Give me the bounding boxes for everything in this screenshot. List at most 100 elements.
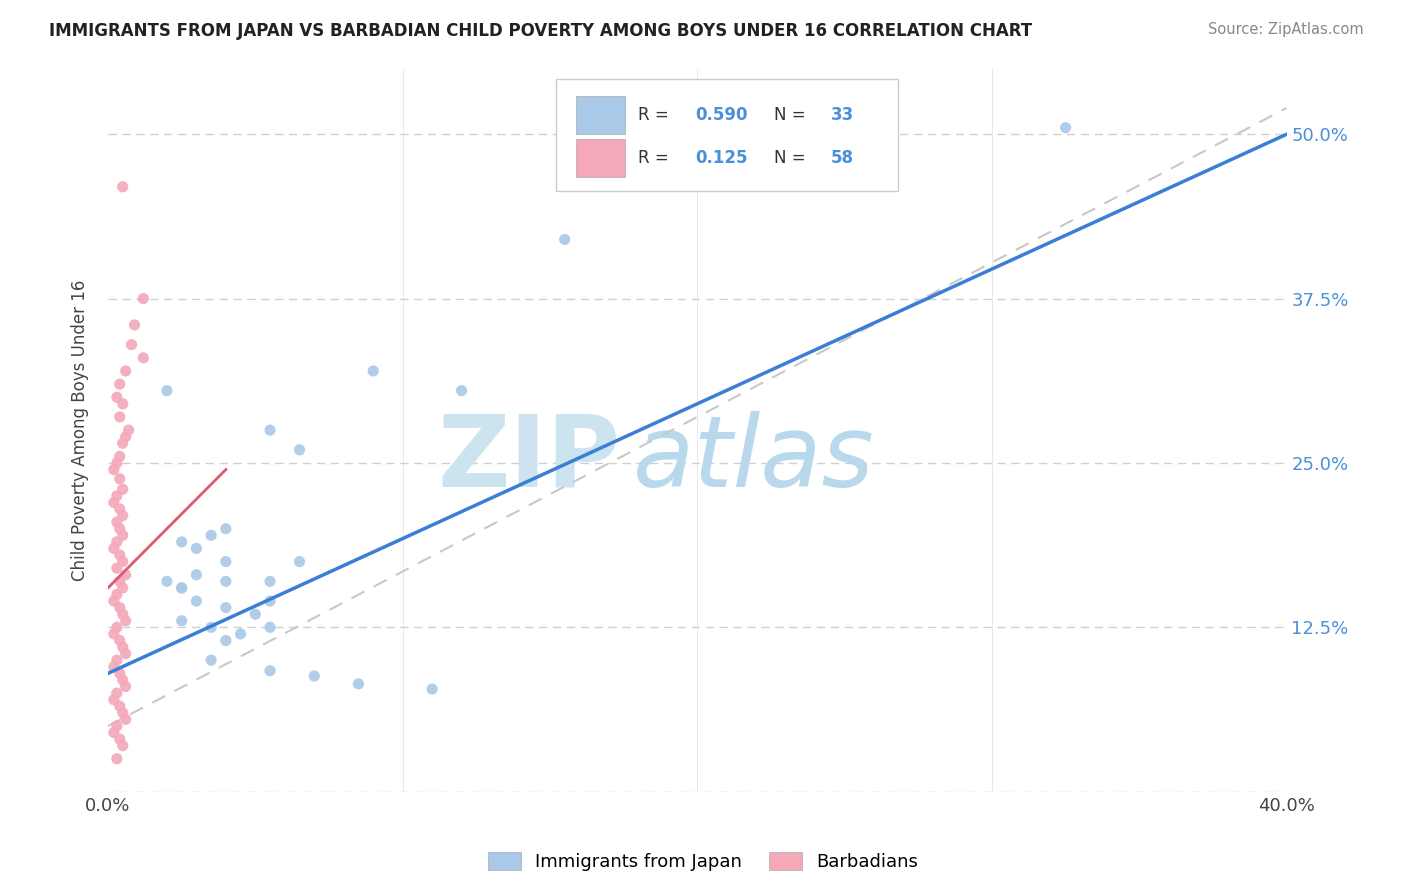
Text: atlas: atlas xyxy=(633,410,875,508)
Point xyxy=(108,732,131,747)
Point xyxy=(132,292,155,306)
Point xyxy=(105,686,128,700)
Point xyxy=(105,456,128,470)
Point xyxy=(105,489,128,503)
Text: N =: N = xyxy=(773,106,811,124)
Point xyxy=(108,548,131,562)
Point xyxy=(170,534,193,549)
FancyBboxPatch shape xyxy=(576,139,626,177)
Point xyxy=(186,567,208,582)
Point xyxy=(108,600,131,615)
Point xyxy=(105,620,128,634)
Point xyxy=(114,614,136,628)
Point xyxy=(121,337,143,351)
Point xyxy=(111,706,134,720)
Text: 33: 33 xyxy=(831,106,853,124)
Text: R =: R = xyxy=(638,106,675,124)
Point xyxy=(108,409,131,424)
Text: N =: N = xyxy=(773,149,811,167)
Point xyxy=(259,594,281,608)
Point xyxy=(111,640,134,654)
Point xyxy=(114,712,136,726)
Point xyxy=(108,377,131,392)
Point xyxy=(259,574,281,589)
Point xyxy=(108,699,131,714)
Point xyxy=(304,669,326,683)
Point xyxy=(108,666,131,681)
Point xyxy=(114,567,136,582)
Point xyxy=(111,179,134,194)
Point xyxy=(170,614,193,628)
Point xyxy=(245,607,267,622)
Point xyxy=(111,483,134,497)
Point xyxy=(103,660,125,674)
Point xyxy=(105,534,128,549)
Point xyxy=(114,680,136,694)
Point xyxy=(114,430,136,444)
Point xyxy=(200,528,222,542)
Point xyxy=(108,502,131,516)
Point xyxy=(186,541,208,556)
Y-axis label: Child Poverty Among Boys Under 16: Child Poverty Among Boys Under 16 xyxy=(72,279,89,581)
Point xyxy=(105,390,128,404)
Point xyxy=(111,508,134,523)
Point xyxy=(105,561,128,575)
Point xyxy=(103,692,125,706)
Text: 58: 58 xyxy=(831,149,853,167)
Point xyxy=(111,397,134,411)
Point xyxy=(111,673,134,687)
Point xyxy=(420,682,443,697)
Point xyxy=(200,653,222,667)
Point xyxy=(215,600,238,615)
Point xyxy=(215,522,238,536)
Point xyxy=(111,581,134,595)
Point xyxy=(105,719,128,733)
Point xyxy=(361,364,384,378)
Point xyxy=(111,607,134,622)
FancyBboxPatch shape xyxy=(555,79,897,192)
Point xyxy=(288,555,311,569)
Point xyxy=(156,574,179,589)
Point xyxy=(108,472,131,486)
Point xyxy=(103,495,125,509)
Point xyxy=(215,633,238,648)
Point xyxy=(259,620,281,634)
Point xyxy=(170,581,193,595)
Point xyxy=(215,555,238,569)
Point xyxy=(200,620,222,634)
Point xyxy=(156,384,179,398)
Legend: Immigrants from Japan, Barbadians: Immigrants from Japan, Barbadians xyxy=(481,845,925,879)
Point xyxy=(108,450,131,464)
Point xyxy=(450,384,472,398)
Point xyxy=(111,555,134,569)
Point xyxy=(117,423,139,437)
Point xyxy=(108,633,131,648)
Point xyxy=(103,627,125,641)
Point xyxy=(124,318,146,332)
Point xyxy=(1054,120,1077,135)
Text: 0.590: 0.590 xyxy=(695,106,748,124)
Point xyxy=(347,677,370,691)
Point xyxy=(103,725,125,739)
FancyBboxPatch shape xyxy=(576,96,626,134)
Point xyxy=(105,587,128,601)
Point xyxy=(114,364,136,378)
Point xyxy=(103,594,125,608)
Point xyxy=(108,522,131,536)
Point xyxy=(103,462,125,476)
Point xyxy=(114,647,136,661)
Point xyxy=(259,423,281,437)
Point xyxy=(108,574,131,589)
Point xyxy=(132,351,155,365)
Point xyxy=(229,627,252,641)
Point xyxy=(103,541,125,556)
Point xyxy=(105,515,128,529)
Point xyxy=(105,653,128,667)
Point xyxy=(105,752,128,766)
Text: IMMIGRANTS FROM JAPAN VS BARBADIAN CHILD POVERTY AMONG BOYS UNDER 16 CORRELATION: IMMIGRANTS FROM JAPAN VS BARBADIAN CHILD… xyxy=(49,22,1032,40)
Point xyxy=(170,581,193,595)
Point xyxy=(111,739,134,753)
Point xyxy=(215,574,238,589)
Text: ZIP: ZIP xyxy=(437,410,620,508)
Point xyxy=(288,442,311,457)
